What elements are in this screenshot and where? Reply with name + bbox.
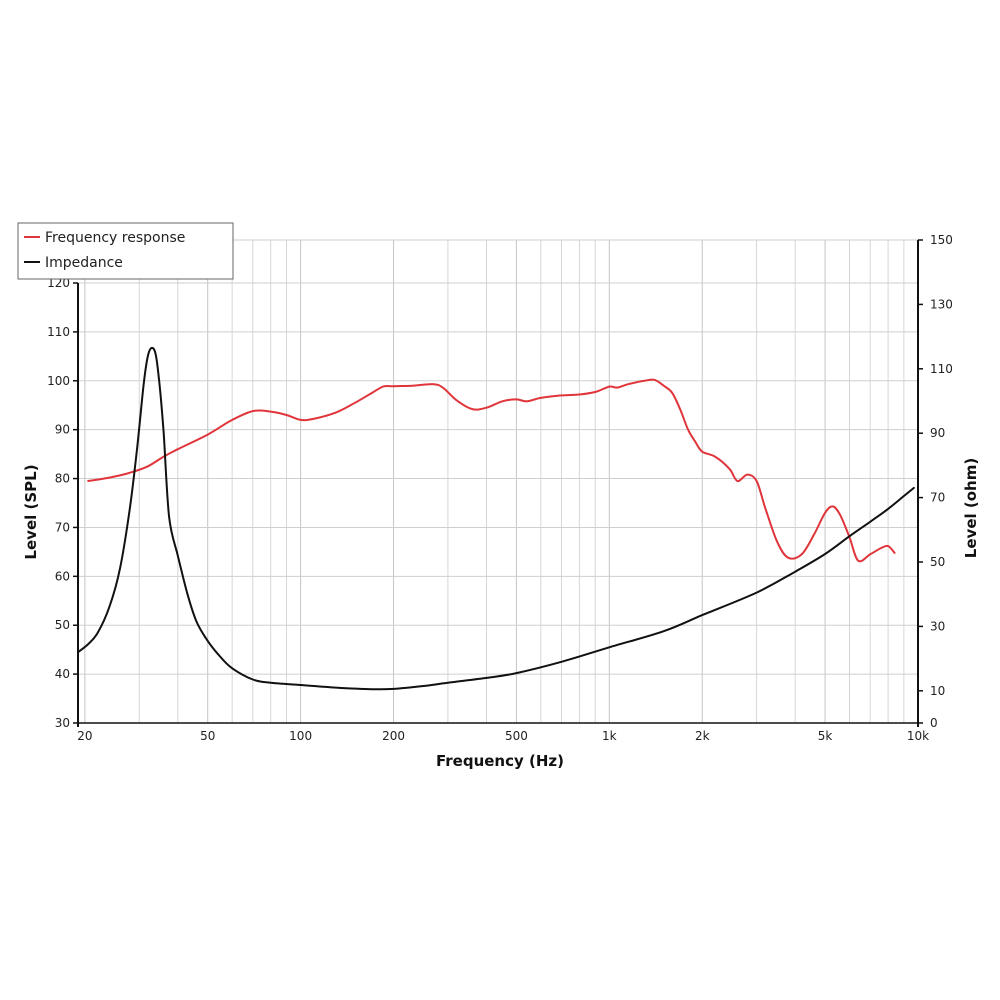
y-tick-label-right: 130 xyxy=(930,297,953,311)
x-tick-label: 5k xyxy=(818,729,833,743)
y-tick-label-left: 110 xyxy=(47,325,70,339)
y-tick-label-left: 30 xyxy=(55,716,70,730)
y-tick-label-left: 50 xyxy=(55,618,70,632)
y-tick-label-left: 100 xyxy=(47,374,70,388)
x-tick-label: 1k xyxy=(602,729,617,743)
y-tick-label-left: 90 xyxy=(55,423,70,437)
y-axis-title-right: Level (ohm) xyxy=(962,458,980,558)
y-tick-label-right: 110 xyxy=(930,362,953,376)
tick-labels: 3040506070809010011012001030507090110130… xyxy=(47,233,953,743)
x-tick-label: 50 xyxy=(200,729,215,743)
y-tick-label-right: 150 xyxy=(930,233,953,247)
x-tick-label: 200 xyxy=(382,729,405,743)
legend: Frequency response Impedance xyxy=(17,222,234,280)
y-tick-label-right: 30 xyxy=(930,619,945,633)
series xyxy=(77,346,915,691)
y-tick-label-left: 70 xyxy=(55,520,70,534)
series-line-frequency-response xyxy=(87,378,896,563)
grid xyxy=(78,239,918,724)
x-tick-label: 2k xyxy=(695,729,710,743)
x-tick-label: 10k xyxy=(907,729,929,743)
series-line-impedance xyxy=(77,346,915,691)
x-tick-label: 20 xyxy=(77,729,92,743)
y-tick-label-right: 70 xyxy=(930,491,945,505)
y-tick-label-right: 0 xyxy=(930,716,938,730)
legend-label-impedance: Impedance xyxy=(45,255,123,271)
legend-box xyxy=(17,222,234,280)
x-axis-title: Frequency (Hz) xyxy=(436,752,564,770)
y-axis-title-left: Level (SPL) xyxy=(22,464,40,559)
legend-label-frequency-response: Frequency response xyxy=(45,230,185,246)
y-tick-label-left: 60 xyxy=(55,569,70,583)
y-tick-label-left: 40 xyxy=(55,667,70,681)
y-tick-label-right: 10 xyxy=(930,684,945,698)
y-tick-label-right: 50 xyxy=(930,555,945,569)
y-tick-label-left: 80 xyxy=(55,472,70,486)
y-tick-label-right: 90 xyxy=(930,426,945,440)
x-tick-label: 100 xyxy=(289,729,312,743)
x-tick-label: 500 xyxy=(505,729,528,743)
